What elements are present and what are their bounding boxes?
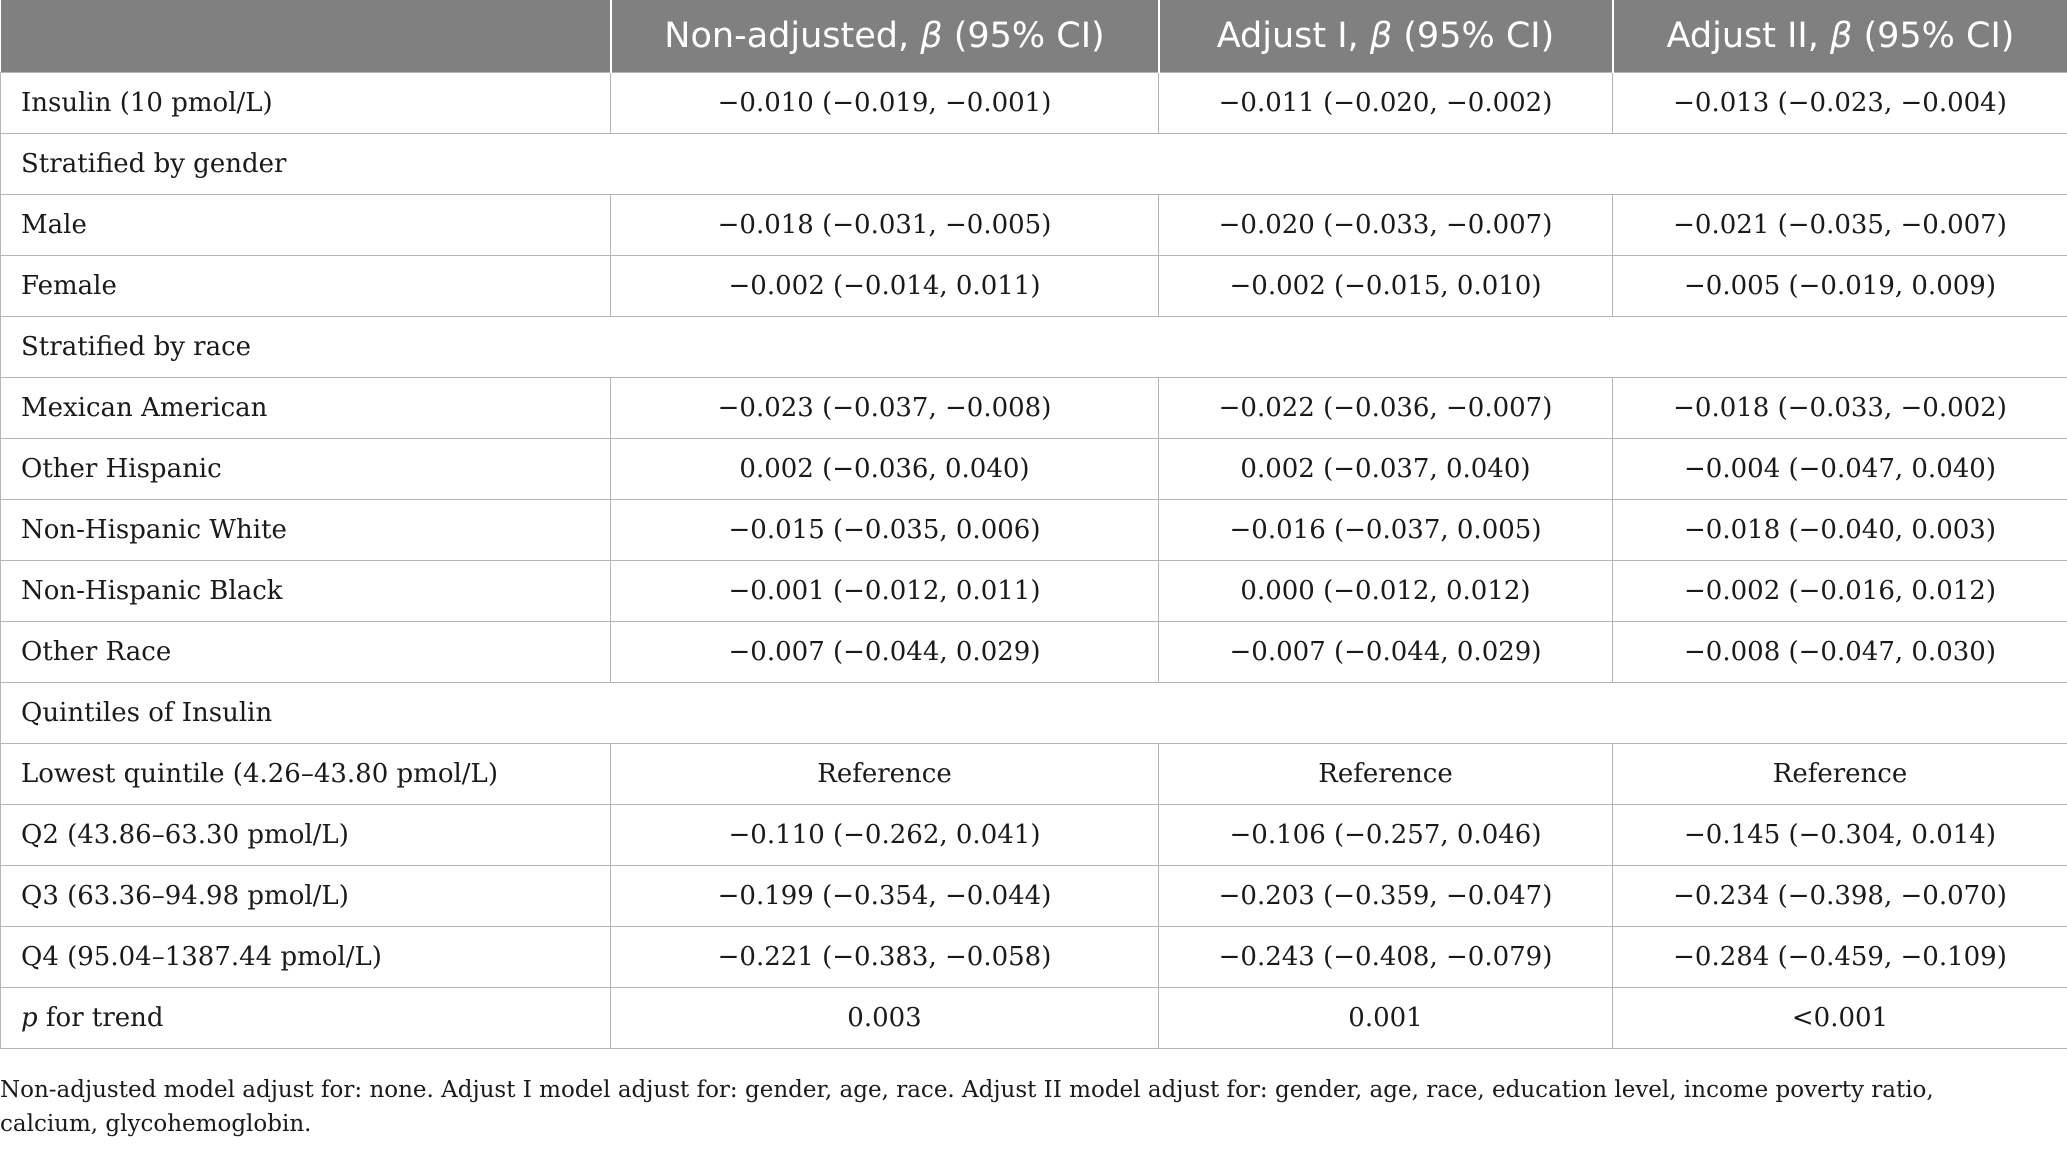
header-non-adjusted: Non-adjusted, β (95% CI) [609,0,1159,73]
header-non-adjusted-prefix: Non-adjusted, [664,16,921,56]
table-row: p for trend 0.003 0.001 <0.001 [0,987,2067,1049]
row-label: Female [0,255,611,317]
adjust-ii-value: −0.234 (−0.398, −0.070) [1612,865,2067,927]
non-adjusted-value: −0.221 (−0.383, −0.058) [610,926,1159,988]
table-row: Mexican American −0.023 (−0.037, −0.008)… [0,377,2067,439]
header-empty [0,0,611,73]
table-row: Other Race −0.007 (−0.044, 0.029) −0.007… [0,621,2067,683]
results-table: Non-adjusted, β (95% CI) Adjust I, β (95… [0,0,2067,1049]
table-row: Non-Hispanic Black −0.001 (−0.012, 0.011… [0,560,2067,622]
adjust-ii-value: <0.001 [1612,987,2067,1049]
adjust-ii-value: −0.004 (−0.047, 0.040) [1612,438,2067,500]
section-label: Stratified by race [0,316,2067,378]
table-row: Q3 (63.36–94.98 pmol/L) −0.199 (−0.354, … [0,865,2067,927]
non-adjusted-value: −0.002 (−0.014, 0.011) [610,255,1159,317]
section-label: Stratified by gender [0,133,2067,195]
row-label: Other Hispanic [0,438,611,500]
table-row: Q2 (43.86–63.30 pmol/L) −0.110 (−0.262, … [0,804,2067,866]
adjust-ii-value: −0.021 (−0.035, −0.007) [1612,194,2067,256]
row-label: Non-Hispanic White [0,499,611,561]
non-adjusted-value: −0.018 (−0.031, −0.005) [610,194,1159,256]
row-label: Q4 (95.04–1387.44 pmol/L) [0,926,611,988]
results-table-container: Non-adjusted, β (95% CI) Adjust I, β (95… [0,0,2067,1049]
row-label: Q2 (43.86–63.30 pmol/L) [0,804,611,866]
table-row: Lowest quintile (4.26–43.80 pmol/L) Refe… [0,743,2067,805]
adjust-ii-value: −0.008 (−0.047, 0.030) [1612,621,2067,683]
header-adjust-i-prefix: Adjust I, [1216,16,1370,56]
adjust-i-value: −0.002 (−0.015, 0.010) [1158,255,1613,317]
p-symbol: p [21,1003,38,1033]
section-label: Quintiles of Insulin [0,682,2067,744]
header-adjust-ii: Adjust II, β (95% CI) [1611,0,2067,73]
row-label: p for trend [0,987,611,1049]
beta-symbol: β [1369,16,1393,56]
table-footnote: Non-adjusted model adjust for: none. Adj… [0,1077,1934,1137]
row-label: Mexican American [0,377,611,439]
adjust-i-value: 0.001 [1158,987,1613,1049]
adjust-ii-value: −0.145 (−0.304, 0.014) [1612,804,2067,866]
adjust-i-value: −0.011 (−0.020, −0.002) [1158,72,1613,134]
table-row: Female −0.002 (−0.014, 0.011) −0.002 (−0… [0,255,2067,317]
adjust-ii-value: −0.002 (−0.016, 0.012) [1612,560,2067,622]
beta-symbol: β [1829,16,1853,56]
row-label: Male [0,194,611,256]
adjust-i-value: −0.007 (−0.044, 0.029) [1158,621,1613,683]
adjust-i-value: −0.203 (−0.359, −0.047) [1158,865,1613,927]
non-adjusted-value: −0.010 (−0.019, −0.001) [610,72,1159,134]
section-row: Quintiles of Insulin [0,682,2067,744]
section-row: Stratified by race [0,316,2067,378]
adjust-i-value: −0.020 (−0.033, −0.007) [1158,194,1613,256]
adjust-ii-value: Reference [1612,743,2067,805]
header-row: Non-adjusted, β (95% CI) Adjust I, β (95… [0,0,2067,73]
row-label: Other Race [0,621,611,683]
adjust-i-value: −0.243 (−0.408, −0.079) [1158,926,1613,988]
header-adjust-i-suffix: (95% CI) [1392,16,1555,56]
adjust-i-value: 0.000 (−0.012, 0.012) [1158,560,1613,622]
table-row: Insulin (10 pmol/L) −0.010 (−0.019, −0.0… [0,72,2067,134]
adjust-ii-value: −0.284 (−0.459, −0.109) [1612,926,2067,988]
header-adjust-i: Adjust I, β (95% CI) [1157,0,1613,73]
non-adjusted-value: −0.110 (−0.262, 0.041) [610,804,1159,866]
non-adjusted-value: −0.015 (−0.035, 0.006) [610,499,1159,561]
header-adjust-ii-prefix: Adjust II, [1666,16,1830,56]
row-label: Non-Hispanic Black [0,560,611,622]
beta-symbol: β [920,16,943,56]
non-adjusted-value: 0.003 [610,987,1159,1049]
non-adjusted-value: −0.001 (−0.012, 0.011) [610,560,1159,622]
adjust-i-value: −0.106 (−0.257, 0.046) [1158,804,1613,866]
table-row: Q4 (95.04–1387.44 pmol/L) −0.221 (−0.383… [0,926,2067,988]
table-row: Male −0.018 (−0.031, −0.005) −0.020 (−0.… [0,194,2067,256]
row-label: Insulin (10 pmol/L) [0,72,611,134]
header-adjust-ii-suffix: (95% CI) [1852,16,2015,56]
row-label: Lowest quintile (4.26–43.80 pmol/L) [0,743,611,805]
p-trend-label: for trend [37,1003,164,1033]
section-row: Stratified by gender [0,133,2067,195]
non-adjusted-value: −0.023 (−0.037, −0.008) [610,377,1159,439]
adjust-i-value: 0.002 (−0.037, 0.040) [1158,438,1613,500]
table-row: Non-Hispanic White −0.015 (−0.035, 0.006… [0,499,2067,561]
adjust-i-value: −0.022 (−0.036, −0.007) [1158,377,1613,439]
adjust-ii-value: −0.018 (−0.040, 0.003) [1612,499,2067,561]
adjust-i-value: Reference [1158,743,1613,805]
non-adjusted-value: 0.002 (−0.036, 0.040) [610,438,1159,500]
non-adjusted-value: Reference [610,743,1159,805]
non-adjusted-value: −0.199 (−0.354, −0.044) [610,865,1159,927]
adjust-ii-value: −0.005 (−0.019, 0.009) [1612,255,2067,317]
table-row: Other Hispanic 0.002 (−0.036, 0.040) 0.0… [0,438,2067,500]
non-adjusted-value: −0.007 (−0.044, 0.029) [610,621,1159,683]
row-label: Q3 (63.36–94.98 pmol/L) [0,865,611,927]
header-non-adjusted-suffix: (95% CI) [942,16,1105,56]
adjust-ii-value: −0.013 (−0.023, −0.004) [1612,72,2067,134]
adjust-ii-value: −0.018 (−0.033, −0.002) [1612,377,2067,439]
adjust-i-value: −0.016 (−0.037, 0.005) [1158,499,1613,561]
